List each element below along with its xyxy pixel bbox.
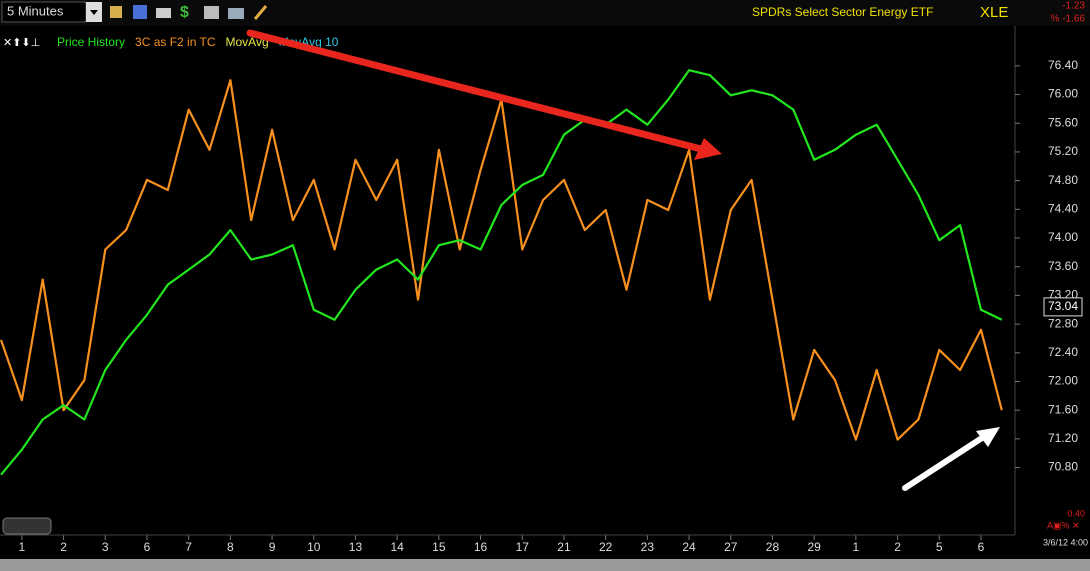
interval[interactable]: 5 Minutes [7,3,64,18]
y-tick-label: 75.60 [1048,115,1078,129]
white-arrow [902,433,988,491]
legend-icons[interactable]: ✕⬆⬇⊥ [3,37,40,49]
x-tick-label: 22 [599,540,613,554]
x-tick-label: 15 [432,540,446,554]
y-tick-label: 74.00 [1048,230,1078,244]
y-tick-label: 71.60 [1048,402,1078,416]
y-tick-label: 70.80 [1048,460,1078,474]
lower-icons[interactable]: A▣% ✕ [1047,520,1080,530]
symbol: XLE [980,4,1008,21]
last-price-label: 73.04 [1048,299,1078,313]
x-tick-label: 9 [269,540,276,554]
legend-entry[interactable]: 3C as F2 in TC [135,35,216,49]
change-pct: % -1.66 [1051,14,1086,25]
window-icon[interactable] [228,8,244,19]
x-tick-label: 14 [390,540,404,554]
y-tick-label: 75.20 [1048,144,1078,158]
x-tick-label: 8 [227,540,234,554]
red-arrow-head [694,138,722,160]
y-tick-label: 76.40 [1048,58,1078,72]
print-icon[interactable] [204,6,219,19]
x-tick-label: 21 [557,540,571,554]
lower-value: 0.40 [1067,508,1085,518]
x-tick-label: 6 [978,540,985,554]
x-tick-label: 24 [682,540,696,554]
series-line [0,69,1003,476]
y-tick-label: 73.60 [1048,259,1078,273]
dollar-icon[interactable]: $ [180,4,189,21]
y-tick-label: 74.80 [1048,173,1078,187]
x-tick-label: 17 [516,540,530,554]
y-tick-label: 72.40 [1048,345,1078,359]
x-tick-label: 10 [307,540,321,554]
x-tick-label: 3 [102,540,109,554]
x-tick-label: 27 [724,540,738,554]
x-tick-label: 2 [894,540,901,554]
toolbar [0,0,1090,26]
save-icon[interactable] [133,5,147,19]
x-tick-label: 23 [641,540,655,554]
x-tick-label: 29 [807,540,821,554]
legend-entry[interactable]: Price History [57,35,125,49]
red-arrow [246,29,709,154]
dropdown-arrow [90,10,98,15]
y-tick-label: 72.00 [1048,374,1078,388]
y-tick-label: 74.40 [1048,202,1078,216]
y-tick-label: 76.00 [1048,87,1078,101]
white-arrow-head [976,427,1000,447]
y-tick-label: 71.20 [1048,431,1078,445]
scroll-button[interactable] [2,517,52,535]
timestamp: 3/6/12 4:00 [1043,537,1088,547]
x-tick-label: 7 [185,540,192,554]
lock-icon[interactable] [110,6,122,18]
change: -1.23 [1062,1,1085,12]
x-tick-label: 16 [474,540,488,554]
x-tick-label: 1 [853,540,860,554]
period-bar [0,559,1090,571]
legend-entry[interactable]: MovAvg [226,35,269,49]
x-tick-label: 6 [144,540,151,554]
x-tick-label: 2 [60,540,67,554]
x-tick-label: 13 [349,540,363,554]
symbol-name: SPDRs Select Sector Energy ETF [752,5,933,19]
pencil-icon[interactable] [253,5,268,20]
x-tick-label: 28 [766,540,780,554]
legend: Price History 3C as F2 in TC MovAvg MovAvg … [57,35,339,49]
x-tick-label: 1 [19,540,26,554]
mail-icon[interactable] [156,8,171,18]
last-price-box [1043,297,1083,317]
x-tick-label: 5 [936,540,943,554]
y-tick-label: 72.80 [1048,316,1078,330]
